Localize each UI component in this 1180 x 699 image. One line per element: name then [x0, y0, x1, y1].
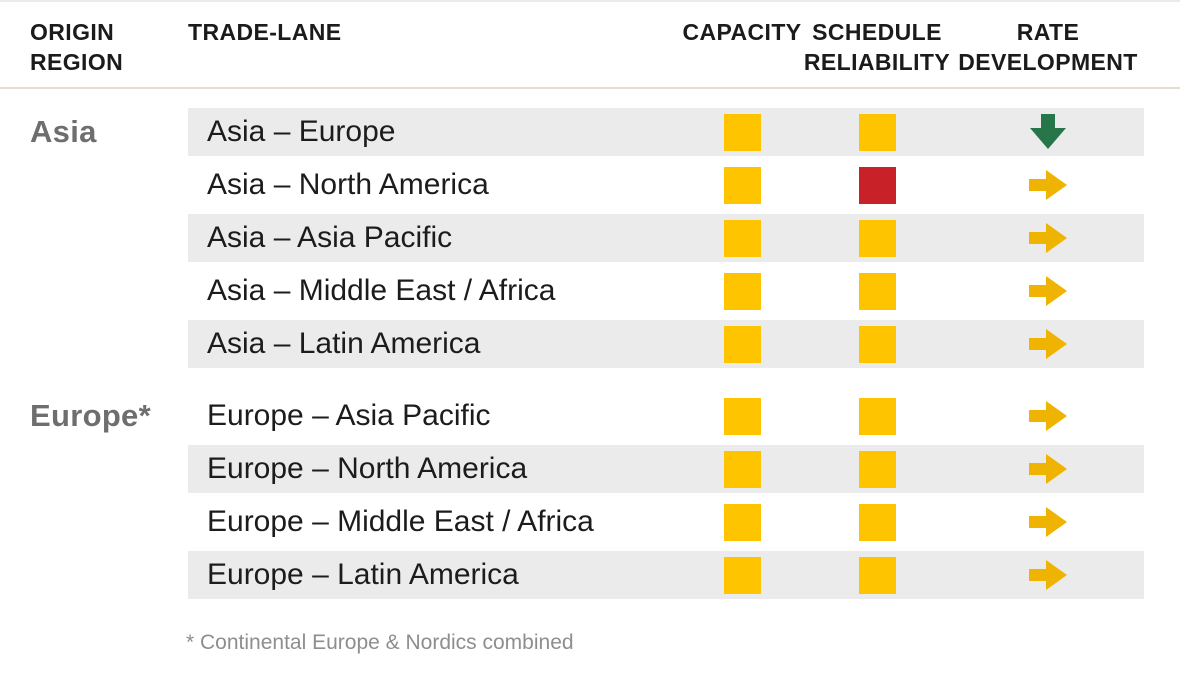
capacity-indicator — [694, 161, 790, 209]
table-row: Asia – Latin America — [188, 320, 1144, 368]
origin-region-label: Asia — [30, 114, 97, 149]
rate-development-indicator — [964, 108, 1132, 156]
arrow-right-icon — [1029, 329, 1067, 359]
reliability-square-icon — [858, 556, 896, 594]
section-europe: Europe* Europe – Asia Pacific Europe – N… — [0, 392, 1180, 599]
section-rows: Europe – Asia Pacific Europe – North Ame… — [188, 392, 1144, 599]
header-capacity: CAPACITY — [682, 19, 802, 45]
reliability-square-icon — [858, 166, 896, 204]
trade-lane-table: Asia Asia – Europe Asia – North America — [0, 108, 1180, 623]
footnote: * Continental Europe & Nordics combined — [186, 631, 574, 654]
reliability-square-icon — [858, 113, 896, 151]
trade-lane-label: Asia – Middle East / Africa — [207, 274, 556, 307]
capacity-square-icon — [723, 166, 761, 204]
table-row: Europe – Latin America — [188, 551, 1144, 599]
rate-development-indicator — [964, 498, 1132, 546]
reliability-indicator — [790, 551, 964, 599]
trade-lane-label: Asia – Europe — [207, 115, 396, 148]
rate-development-indicator — [964, 320, 1132, 368]
table-row: Europe – Asia Pacific — [188, 392, 1144, 440]
arrow-down-icon — [1030, 114, 1066, 150]
section-rows: Asia – Europe Asia – North America — [188, 108, 1144, 368]
trade-lane-label: Asia – North America — [207, 168, 489, 201]
capacity-square-icon — [723, 503, 761, 541]
trade-lane-label: Asia – Asia Pacific — [207, 221, 453, 254]
header-schedule-reliability: SCHEDULE RELIABILITY — [803, 19, 951, 75]
arrow-right-icon — [1029, 560, 1067, 590]
table-row: Europe – Middle East / Africa — [188, 498, 1144, 546]
reliability-square-icon — [858, 325, 896, 363]
table-row: Asia – Europe — [188, 108, 1144, 156]
capacity-square-icon — [723, 325, 761, 363]
reliability-indicator — [790, 445, 964, 493]
rate-development-indicator — [964, 392, 1132, 440]
reliability-square-icon — [858, 450, 896, 488]
capacity-square-icon — [723, 219, 761, 257]
arrow-right-icon — [1029, 454, 1067, 484]
top-border-line — [0, 0, 1180, 2]
reliability-indicator — [790, 161, 964, 209]
capacity-square-icon — [723, 113, 761, 151]
capacity-square-icon — [723, 397, 761, 435]
table-header: ORIGIN REGION TRADE-LANE CAPACITY SCHEDU… — [0, 0, 1180, 89]
capacity-indicator — [694, 108, 790, 156]
capacity-square-icon — [723, 272, 761, 310]
arrow-right-icon — [1029, 507, 1067, 537]
reliability-square-icon — [858, 272, 896, 310]
arrow-right-icon — [1029, 170, 1067, 200]
table-row: Asia – Asia Pacific — [188, 214, 1144, 262]
rate-development-indicator — [964, 214, 1132, 262]
reliability-square-icon — [858, 503, 896, 541]
rate-development-indicator — [964, 551, 1132, 599]
capacity-indicator — [694, 267, 790, 315]
table-row: Asia – North America — [188, 161, 1144, 209]
trade-lane-label: Europe – Asia Pacific — [207, 399, 491, 432]
trade-lane-label: Europe – North America — [207, 452, 528, 485]
reliability-indicator — [790, 392, 964, 440]
capacity-indicator — [694, 445, 790, 493]
rate-development-indicator — [964, 445, 1132, 493]
capacity-square-icon — [723, 556, 761, 594]
trade-lane-label: Europe – Middle East / Africa — [207, 505, 594, 538]
capacity-indicator — [694, 551, 790, 599]
header-trade-lane: TRADE-LANE — [188, 19, 342, 45]
header-origin-region: ORIGIN REGION — [30, 19, 124, 75]
origin-region-label: Europe* — [30, 398, 151, 433]
rate-development-indicator — [964, 267, 1132, 315]
capacity-indicator — [694, 498, 790, 546]
section-asia: Asia Asia – Europe Asia – North America — [0, 108, 1180, 368]
reliability-square-icon — [858, 397, 896, 435]
arrow-right-icon — [1029, 401, 1067, 431]
reliability-indicator — [790, 498, 964, 546]
table-row: Asia – Middle East / Africa — [188, 267, 1144, 315]
table-row: Europe – North America — [188, 445, 1144, 493]
trade-lane-label: Europe – Latin America — [207, 558, 519, 591]
capacity-indicator — [694, 320, 790, 368]
trade-lane-label: Asia – Latin America — [207, 327, 481, 360]
capacity-indicator — [694, 214, 790, 262]
reliability-indicator — [790, 320, 964, 368]
arrow-right-icon — [1029, 276, 1067, 306]
rate-development-indicator — [964, 161, 1132, 209]
reliability-indicator — [790, 214, 964, 262]
capacity-indicator — [694, 392, 790, 440]
arrow-right-icon — [1029, 223, 1067, 253]
reliability-square-icon — [858, 219, 896, 257]
header-rate-development: RATE DEVELOPMENT — [958, 19, 1138, 75]
reliability-indicator — [790, 108, 964, 156]
capacity-square-icon — [723, 450, 761, 488]
reliability-indicator — [790, 267, 964, 315]
